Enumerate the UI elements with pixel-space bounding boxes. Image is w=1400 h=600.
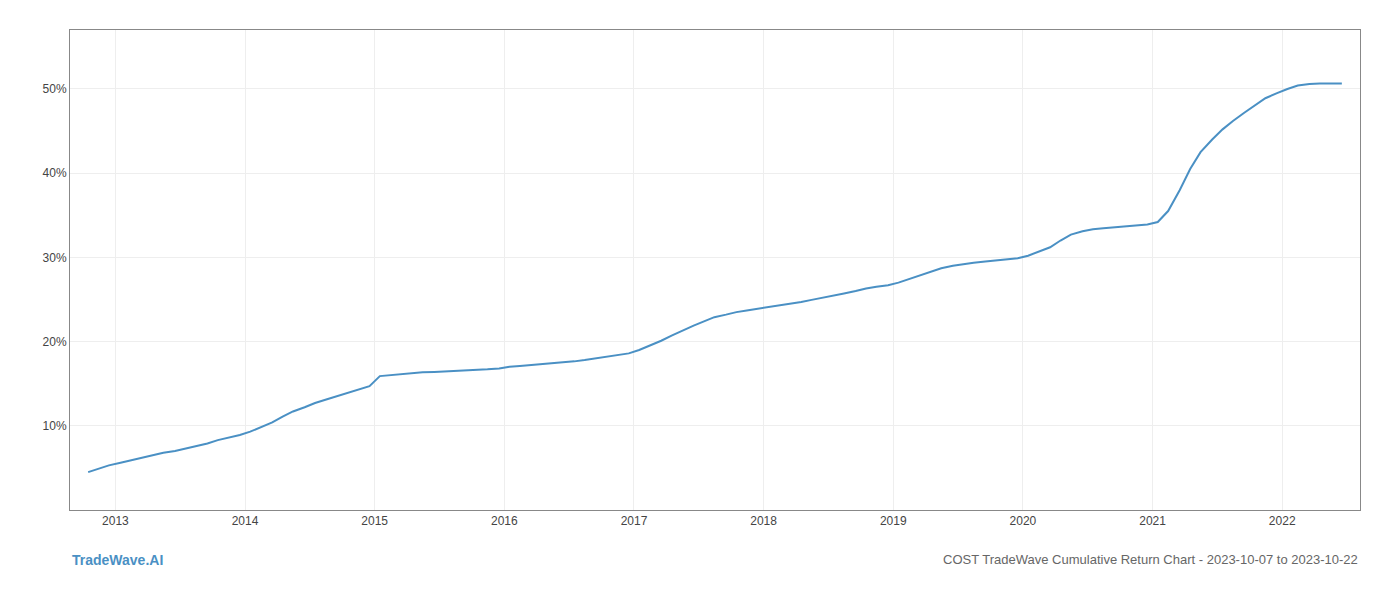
- svg-text:2017: 2017: [621, 514, 648, 528]
- svg-text:2021: 2021: [1139, 514, 1166, 528]
- svg-text:TradeWave.AI: TradeWave.AI: [72, 552, 163, 568]
- svg-text:2022: 2022: [1269, 514, 1296, 528]
- svg-text:COST TradeWave Cumulative Retu: COST TradeWave Cumulative Return Chart -…: [943, 552, 1358, 567]
- svg-text:20%: 20%: [43, 335, 67, 349]
- svg-text:30%: 30%: [43, 251, 67, 265]
- svg-text:2013: 2013: [102, 514, 129, 528]
- svg-text:2015: 2015: [361, 514, 388, 528]
- svg-text:2018: 2018: [750, 514, 777, 528]
- svg-text:50%: 50%: [43, 82, 67, 96]
- svg-text:10%: 10%: [43, 419, 67, 433]
- svg-text:2019: 2019: [880, 514, 907, 528]
- svg-text:2014: 2014: [232, 514, 259, 528]
- svg-text:40%: 40%: [43, 166, 67, 180]
- svg-text:2020: 2020: [1010, 514, 1037, 528]
- svg-text:2016: 2016: [491, 514, 518, 528]
